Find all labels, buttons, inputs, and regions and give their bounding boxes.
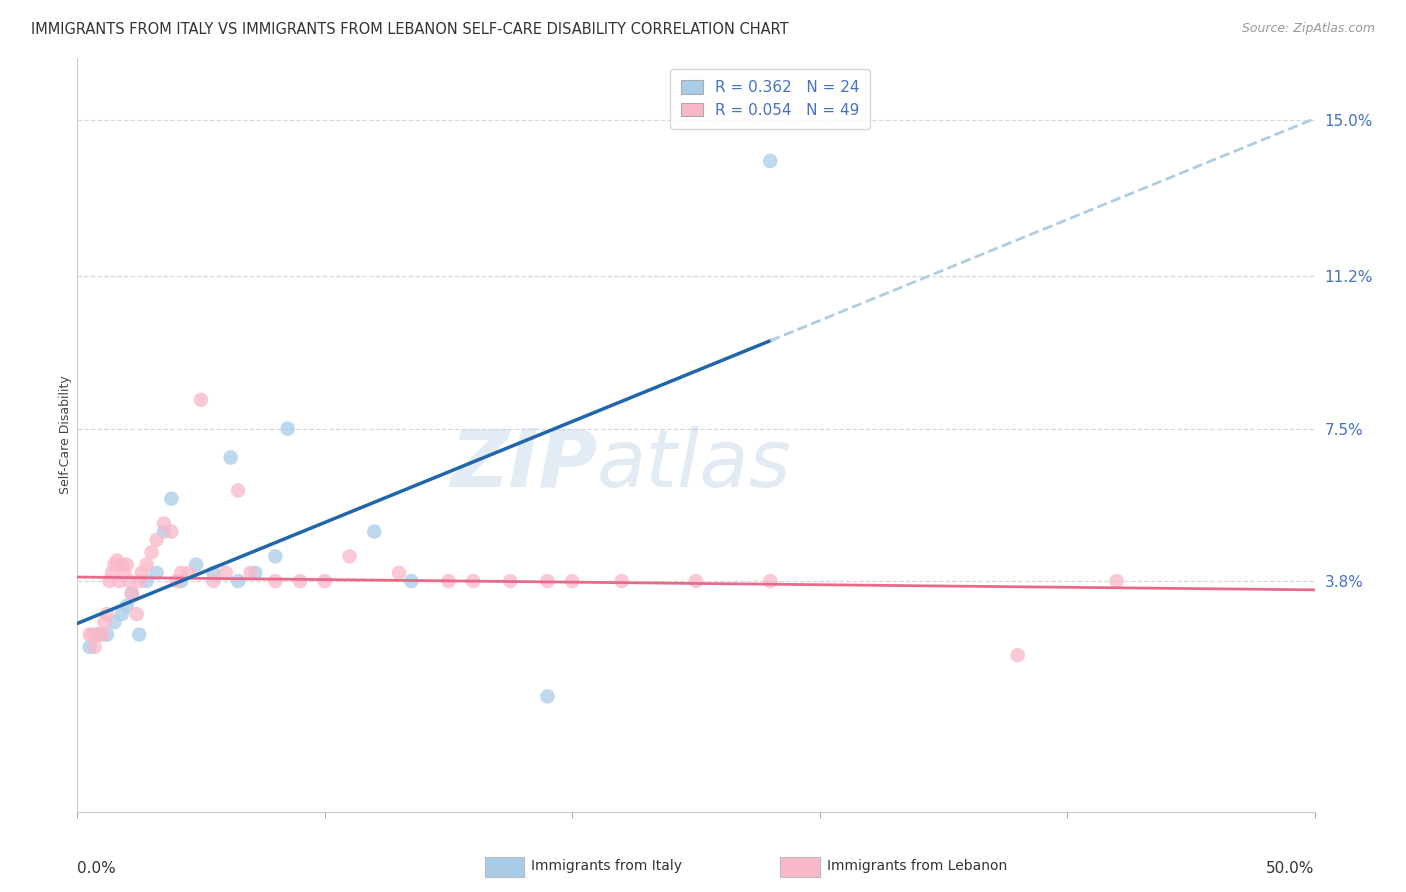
Point: [759, 153, 782, 168]
Point: [202, 574, 225, 588]
Point: [685, 574, 707, 588]
Point: [264, 574, 287, 588]
Point: [202, 566, 225, 580]
Point: [288, 574, 311, 588]
Point: [170, 566, 193, 580]
Point: [160, 491, 183, 506]
Point: [83, 640, 105, 654]
Point: [536, 690, 558, 704]
Point: [226, 483, 249, 498]
Point: [91, 627, 114, 641]
Point: [108, 574, 131, 588]
Point: [190, 392, 212, 407]
Point: [1105, 574, 1128, 588]
Point: [170, 574, 193, 588]
Point: [115, 558, 138, 572]
Point: [141, 545, 163, 559]
Point: [86, 627, 108, 641]
Point: [101, 566, 124, 580]
Point: [93, 615, 115, 630]
Text: Immigrants from Italy: Immigrants from Italy: [531, 859, 682, 873]
Point: [215, 566, 238, 580]
Point: [759, 574, 782, 588]
Point: [128, 574, 150, 588]
Point: [363, 524, 385, 539]
Point: [96, 607, 118, 621]
Point: [226, 574, 249, 588]
Point: [610, 574, 633, 588]
Point: [115, 599, 138, 613]
Point: [103, 615, 125, 630]
Point: [111, 558, 134, 572]
Text: 50.0%: 50.0%: [1267, 861, 1315, 876]
Y-axis label: Self-Care Disability: Self-Care Disability: [59, 376, 72, 494]
Text: ZIP: ZIP: [450, 426, 598, 504]
Point: [98, 574, 121, 588]
Point: [499, 574, 522, 588]
Legend: R = 0.362   N = 24, R = 0.054   N = 49: R = 0.362 N = 24, R = 0.054 N = 49: [671, 70, 870, 128]
Point: [177, 566, 200, 580]
Point: [103, 558, 125, 572]
Point: [264, 549, 287, 564]
Text: atlas: atlas: [598, 426, 792, 504]
Text: Source: ZipAtlas.com: Source: ZipAtlas.com: [1241, 22, 1375, 36]
Point: [463, 574, 485, 588]
Point: [86, 627, 108, 641]
Point: [112, 566, 135, 580]
Point: [277, 422, 299, 436]
Point: [245, 566, 267, 580]
Text: Immigrants from Lebanon: Immigrants from Lebanon: [827, 859, 1007, 873]
Point: [165, 574, 187, 588]
Point: [561, 574, 583, 588]
Point: [135, 574, 157, 588]
Point: [96, 627, 118, 641]
Point: [536, 574, 558, 588]
Point: [160, 524, 183, 539]
Point: [388, 566, 411, 580]
Point: [121, 586, 143, 600]
Point: [145, 533, 167, 547]
Point: [79, 640, 101, 654]
Point: [145, 566, 167, 580]
Point: [111, 607, 134, 621]
Point: [121, 586, 143, 600]
Point: [89, 627, 111, 641]
Point: [125, 607, 148, 621]
Point: [105, 553, 128, 567]
Point: [128, 627, 150, 641]
Point: [314, 574, 336, 588]
Point: [153, 524, 176, 539]
Point: [118, 574, 141, 588]
Point: [184, 558, 207, 572]
Text: 0.0%: 0.0%: [77, 861, 117, 876]
Point: [1007, 648, 1029, 663]
Point: [219, 450, 242, 465]
Point: [437, 574, 460, 588]
Point: [82, 627, 104, 641]
Point: [153, 516, 176, 531]
Point: [131, 566, 153, 580]
Point: [239, 566, 262, 580]
Text: IMMIGRANTS FROM ITALY VS IMMIGRANTS FROM LEBANON SELF-CARE DISABILITY CORRELATIO: IMMIGRANTS FROM ITALY VS IMMIGRANTS FROM…: [31, 22, 789, 37]
Point: [79, 627, 101, 641]
Point: [401, 574, 423, 588]
Point: [339, 549, 361, 564]
Point: [135, 558, 157, 572]
